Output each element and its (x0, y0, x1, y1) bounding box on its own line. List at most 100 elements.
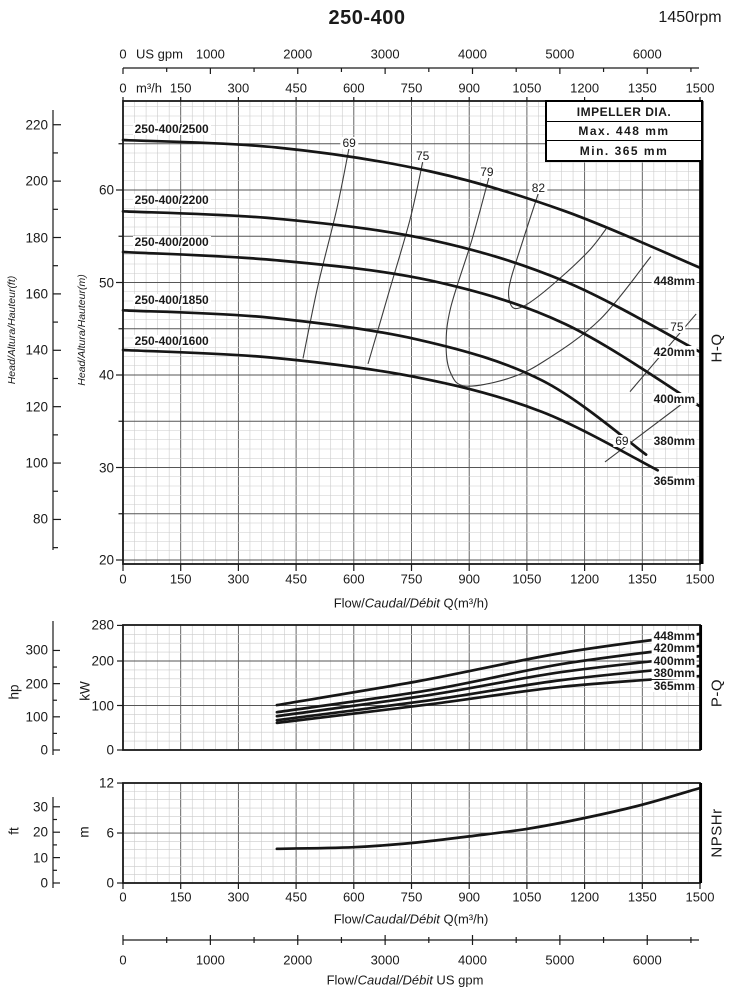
gpm-bottom-tick-label: 3000 (370, 952, 400, 968)
npshr-x-tick-label: 150 (169, 889, 192, 905)
gpm-top-tick-label: 6000 (632, 46, 662, 62)
gpm-top-tick-label: 3000 (370, 46, 400, 62)
head-m-tick-label: 20 (98, 552, 114, 568)
m3h-top-tick-label: 300 (227, 80, 250, 96)
pq-curve-420mm (275, 644, 702, 714)
efficiency-curve-69 (604, 397, 690, 463)
m3h-top-tick-label: 450 (285, 80, 307, 96)
pq-dia-label: 380mm (651, 666, 697, 680)
efficiency-curve-69 (302, 147, 350, 359)
head-ft-tick-label: 200 (25, 173, 48, 189)
m3h-top-tick-label: 150 (169, 80, 192, 96)
npshr-x-axis-title: Flow/Caudal/Débit Q(m³/h) (333, 911, 489, 927)
npshr-ft-tick-label: 30 (32, 799, 48, 815)
hq-x-tick-label: 300 (227, 571, 250, 587)
dia-label: 400mm (651, 392, 697, 407)
rpm-label: 1450rpm (658, 9, 722, 26)
pq-dia-label: 365mm (651, 678, 697, 693)
pq-dia-label: 448mm (651, 629, 697, 644)
npshr-m-tick-label: 0 (106, 875, 114, 891)
npshr-ft-tick-label: 0 (40, 875, 48, 891)
efficiency-curve-82 (507, 191, 607, 310)
head-ft-tick-label: 220 (25, 116, 48, 132)
head-m-tick-label: 30 (98, 459, 114, 475)
npshr-x-tick-label: 1500 (685, 889, 715, 905)
hq-x-tick-label: 0 (119, 571, 127, 587)
npshr-curve (275, 786, 702, 851)
dia-label: 448mm (651, 273, 697, 288)
impeller-dia-max: Max. 448 mm (547, 120, 701, 141)
gpm-bottom-tick-label: 2000 (283, 952, 313, 968)
npshr-x-tick-label: 1050 (512, 889, 542, 905)
npshr-x-tick-label: 900 (458, 889, 481, 905)
head-m-axis-title: Head/Altura/Hauteur(m) (75, 274, 88, 386)
hq-x-tick-label: 150 (169, 571, 192, 587)
npshr-ft-axis-title: ft (6, 827, 22, 835)
m3h-top-tick-label: 1050 (512, 80, 542, 96)
model-label: 250-400/2500 (132, 121, 211, 136)
hp-tick-label: 0 (40, 742, 48, 758)
head-ft-tick-label: 100 (25, 455, 48, 471)
pq-curve-448mm (275, 632, 702, 707)
efficiency-label: 82 (529, 181, 548, 196)
hq-x-tick-label: 600 (342, 571, 365, 587)
gpm-bottom-tick-label: 5000 (545, 952, 575, 968)
hq-section-label: H-Q (708, 333, 726, 363)
head-ft-tick-label: 140 (25, 342, 48, 358)
gpm-top-tick-label: 2000 (283, 46, 313, 62)
m3h-top-tick-label: 600 (342, 80, 365, 96)
npshr-ft-tick-label: 10 (32, 849, 48, 865)
pq-section-label: P-Q (708, 678, 726, 708)
npshr-ft-tick-label: 20 (32, 824, 48, 840)
hq-curve-365mm (121, 348, 660, 472)
hq-x-tick-label: 900 (458, 571, 481, 587)
m3h-top-tick-label: 900 (458, 80, 481, 96)
efficiency-label: 75 (668, 319, 686, 334)
head-m-tick-label: 60 (98, 182, 114, 198)
gpm-bottom-tick-label: 1000 (195, 952, 225, 968)
hq-curve-448mm (121, 138, 702, 270)
hq-x-tick-label: 1350 (627, 571, 657, 587)
hq-x-tick-label: 1050 (512, 571, 542, 587)
gpm-x-axis-title: Flow/Caudal/Débit US gpm (326, 972, 484, 988)
npshr-m-tick-label: 6 (106, 825, 114, 841)
pq-curve-400mm (275, 654, 702, 718)
hp-tick-label: 200 (25, 675, 48, 691)
gpm-bottom-tick-label: 6000 (632, 952, 662, 968)
kw-axis-title: kW (77, 681, 93, 701)
model-label: 250-400/1850 (132, 293, 211, 308)
m3h-top-tick-label: 750 (400, 80, 423, 96)
efficiency-label: 75 (413, 148, 432, 163)
head-ft-tick-label: 160 (25, 286, 48, 302)
npshr-m-axis-title: m (76, 826, 92, 838)
impeller-dia-box: IMPELLER DIA. Max. 448 mm Min. 365 mm (545, 100, 703, 162)
gpm-bottom-tick-label: 4000 (458, 952, 487, 968)
pq-curve-380mm (275, 664, 702, 722)
m3h-top-tick-label: 1500 (685, 80, 715, 96)
m3h-top-tick-label: 1200 (570, 80, 600, 96)
m3h-top-tick-label: 0 (119, 80, 127, 96)
hq-curve-400mm (121, 250, 702, 408)
efficiency-label: 79 (478, 165, 496, 180)
head-ft-tick-label: 120 (25, 398, 48, 414)
dia-label: 380mm (651, 433, 697, 448)
npshr-x-tick-label: 1350 (627, 889, 657, 905)
m3h-top-tick-label: 1350 (627, 80, 657, 96)
npshr-x-tick-label: 0 (119, 889, 127, 905)
hq-x-tick-label: 1200 (570, 571, 600, 587)
model-label: 250-400/2200 (132, 193, 211, 208)
npshr-x-tick-label: 300 (227, 889, 250, 905)
npshr-x-tick-label: 450 (285, 889, 307, 905)
head-ft-axis-title: Head/Altura/Hauteur(ft) (5, 275, 18, 385)
dia-label: 420mm (651, 344, 697, 359)
hq-x-axis-title: Flow/Caudal/Débit Q(m³/h) (333, 595, 489, 611)
hp-tick-label: 100 (25, 709, 48, 725)
model-label: 250-400/1600 (132, 333, 211, 348)
npshr-x-tick-label: 750 (400, 889, 423, 905)
pq-dia-label: 400mm (651, 654, 697, 668)
page-title: 250-400 (328, 7, 406, 29)
efficiency-label: 69 (340, 135, 358, 150)
gpm-top-tick-label: 4000 (458, 46, 487, 62)
